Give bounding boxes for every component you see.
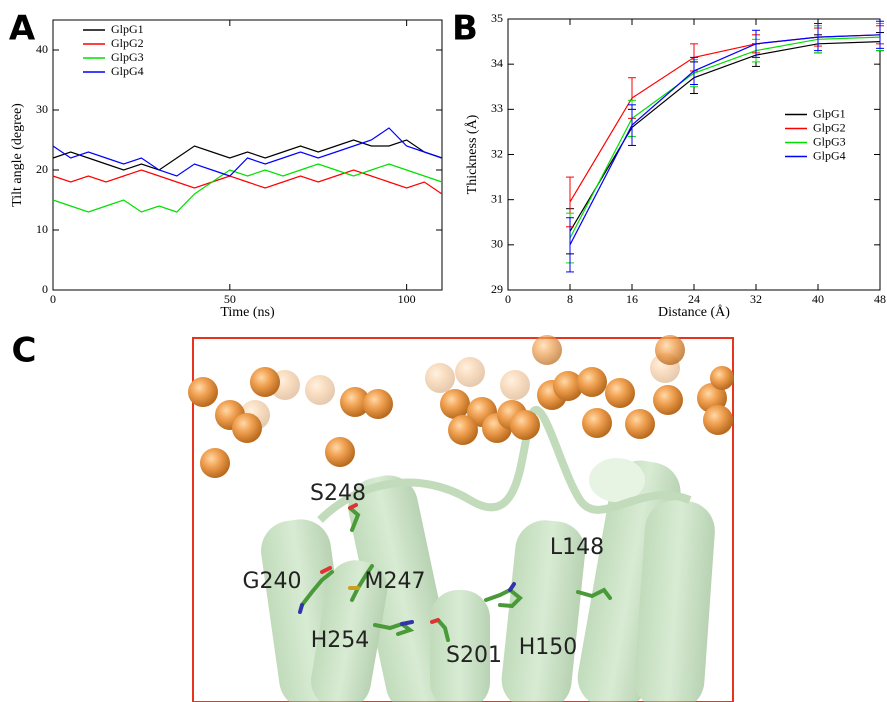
y-tick-label: 29 — [491, 282, 503, 296]
residue-label: G240 — [242, 569, 301, 594]
series-line — [52, 127, 443, 177]
residue-label: S201 — [446, 643, 502, 668]
residue-label: H254 — [311, 628, 370, 653]
x-tick-label: 50 — [224, 292, 236, 306]
structure-panel — [188, 335, 734, 702]
error-bar — [566, 217, 574, 273]
y-axis-label: Tilt angle (degree) — [10, 103, 25, 207]
x-tick-label: 100 — [398, 292, 416, 306]
x-tick-label: 24 — [688, 292, 700, 306]
legend-label: GlpG4 — [813, 148, 846, 162]
error-bar — [628, 104, 636, 146]
y-tick-label: 30 — [491, 237, 503, 251]
x-tick-label: 0 — [505, 292, 511, 306]
residue-label: S248 — [310, 481, 366, 506]
residue-label: L148 — [550, 535, 604, 560]
series-line — [52, 169, 443, 195]
y-tick-label: 34 — [491, 56, 503, 70]
y-tick-label: 20 — [36, 162, 48, 176]
y-tick-label: 30 — [36, 102, 48, 116]
x-tick-label: 8 — [567, 292, 573, 306]
series-line — [52, 163, 443, 213]
x-axis-label: Distance (Å) — [658, 304, 730, 320]
series-line — [569, 36, 881, 239]
lipid-headgroups — [188, 335, 734, 478]
x-tick-label: 16 — [626, 292, 638, 306]
series-line — [52, 139, 443, 171]
legend-label: GlpG2 — [813, 120, 846, 134]
x-tick-label: 40 — [812, 292, 824, 306]
y-tick-label: 10 — [36, 222, 48, 236]
legend-label: GlpG1 — [813, 106, 846, 120]
x-tick-label: 48 — [874, 292, 886, 306]
panel-label: C — [12, 331, 37, 371]
legend-label: GlpG2 — [111, 36, 144, 50]
plot-frame — [52, 19, 443, 291]
panel-label: B — [452, 9, 478, 49]
x-tick-label: 0 — [50, 292, 56, 306]
x-tick-label: 32 — [750, 292, 762, 306]
series-line — [569, 34, 881, 246]
helices — [261, 406, 715, 702]
y-tick-label: 33 — [491, 101, 503, 115]
error-bar — [690, 56, 698, 85]
legend-label: GlpG1 — [111, 22, 144, 36]
x-axis-label: Time (ns) — [220, 305, 275, 320]
plot: 0 8 16 24 32 40 48 29 30 31 32 33 34 35 Distance (Å) Th… — [464, 11, 886, 320]
legend-label: GlpG3 — [813, 134, 846, 148]
error-bar — [752, 29, 760, 58]
error-bar — [814, 23, 822, 52]
legend-label: GlpG3 — [111, 50, 144, 64]
residue-sticks — [298, 503, 612, 642]
y-tick-label: 0 — [42, 282, 48, 296]
legend-label: GlpG4 — [111, 64, 144, 78]
y-tick-label: 31 — [491, 191, 503, 205]
y-tick-label: 32 — [491, 146, 503, 160]
y-tick-label: 35 — [491, 11, 503, 25]
error-bar — [876, 20, 884, 49]
y-tick-label: 40 — [36, 42, 48, 56]
residue-label: H150 — [519, 635, 578, 660]
plot: 0 50 100 0 10 20 30 40 Time (ns) Tilt angle (degr… — [10, 19, 443, 320]
residue-label: M247 — [365, 569, 426, 594]
y-axis-label: Thickness (Å) — [464, 114, 480, 194]
panel-label: A — [9, 9, 36, 49]
